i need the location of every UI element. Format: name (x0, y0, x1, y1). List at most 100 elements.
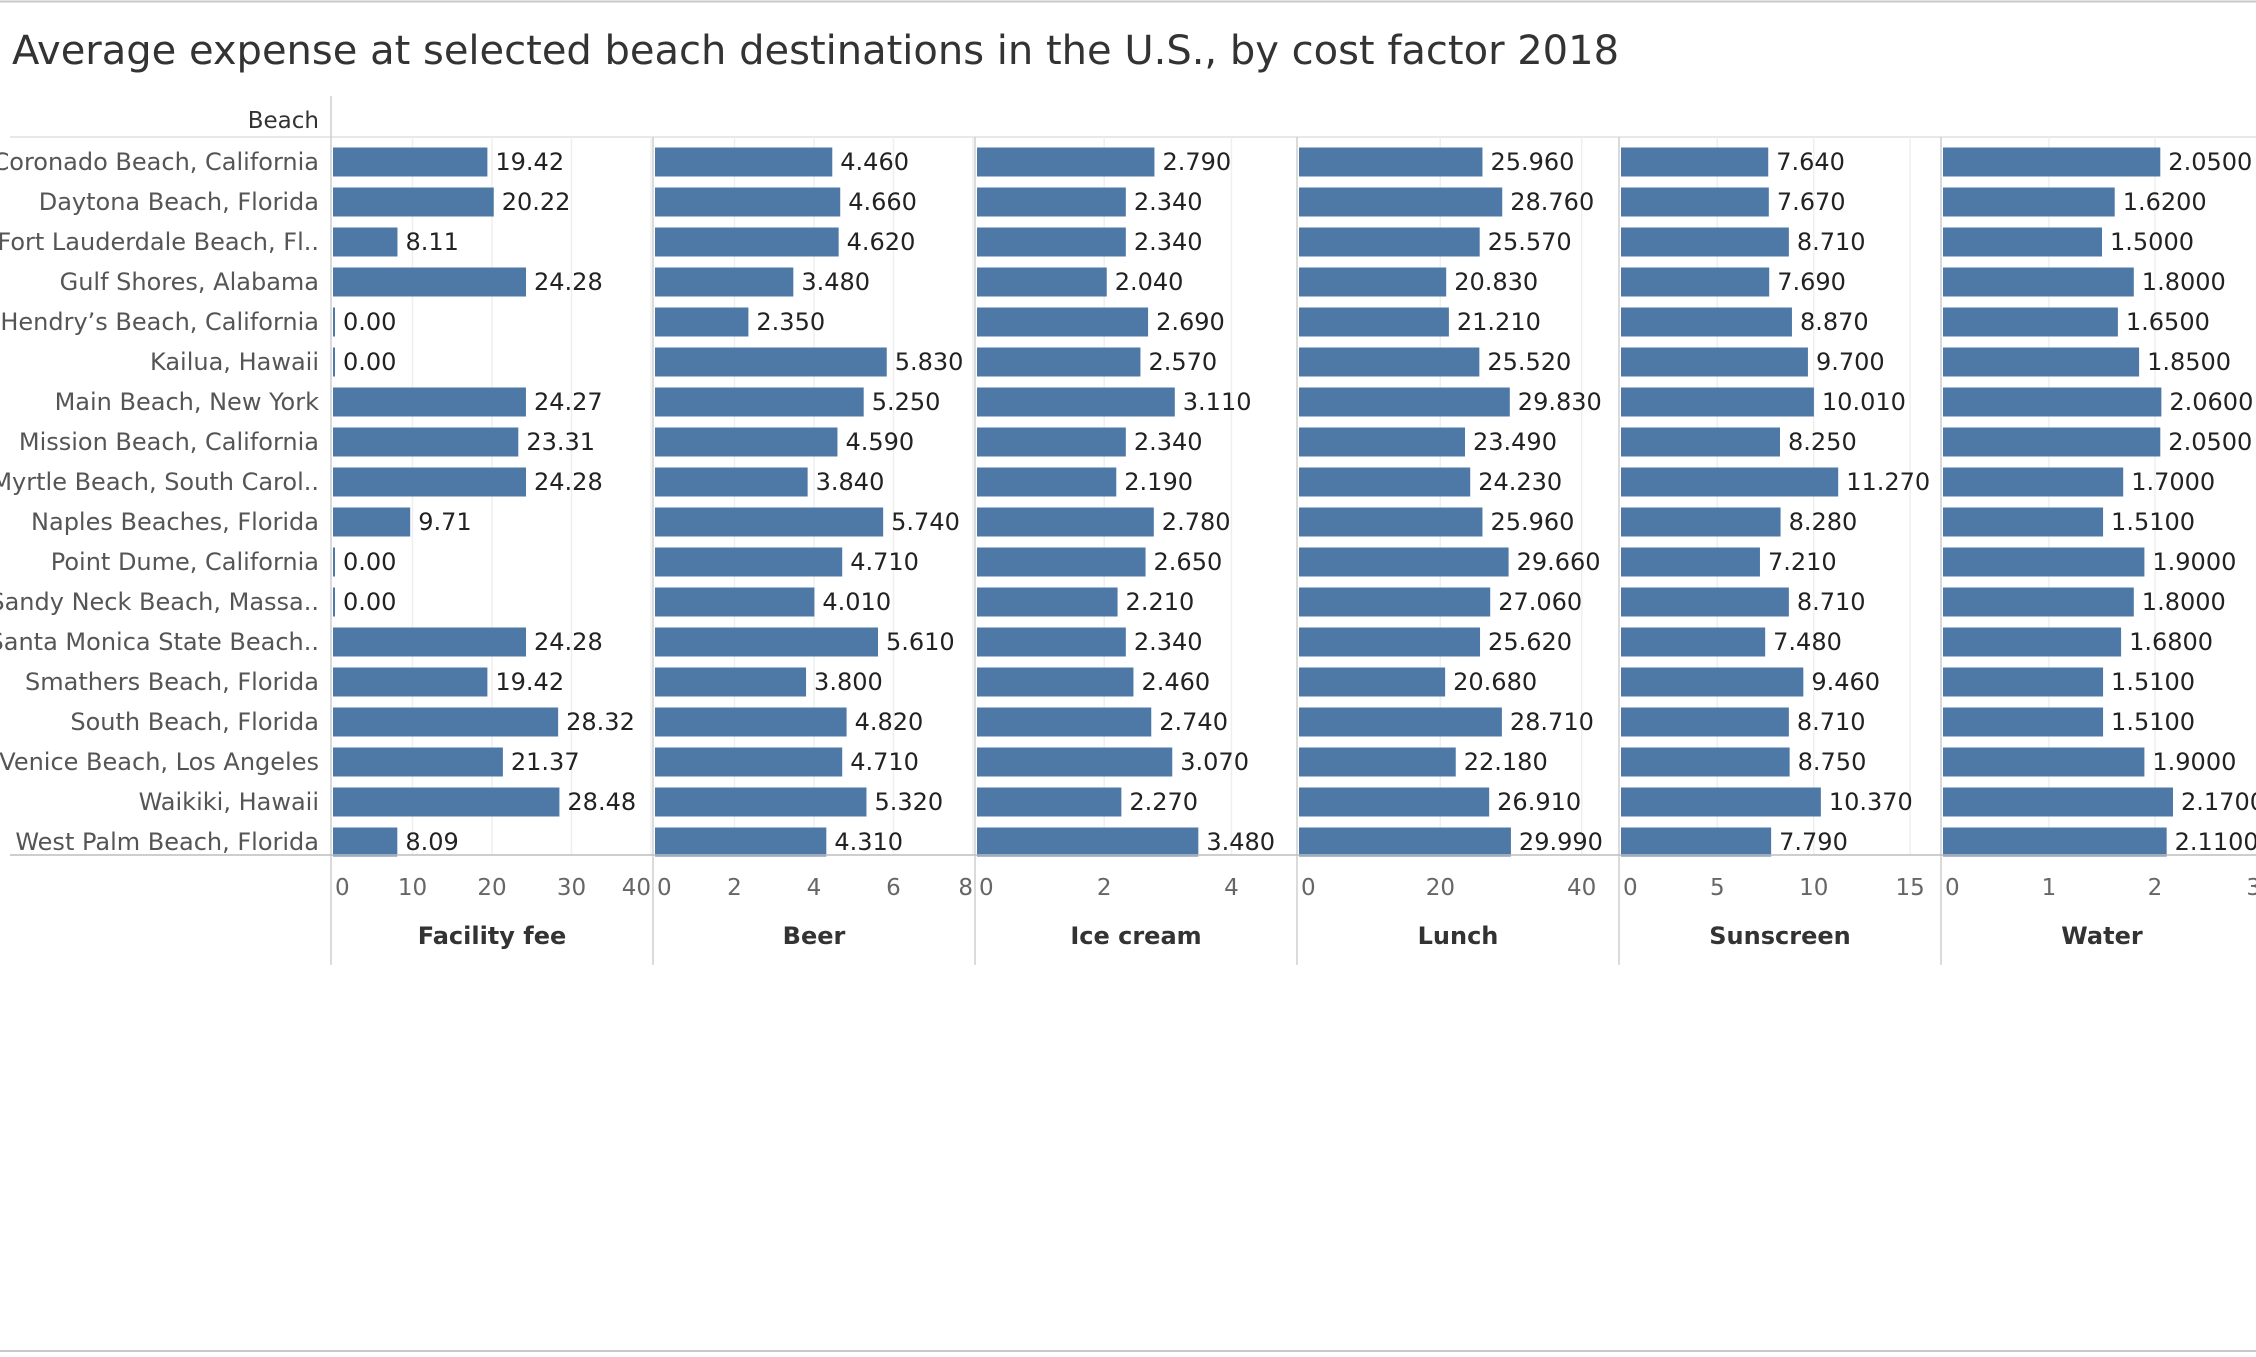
data-label: 1.5100 (2111, 668, 2195, 696)
bar (333, 747, 503, 777)
bar (655, 787, 867, 817)
bar (1299, 147, 1483, 177)
tick-label: 30 (557, 875, 586, 901)
bar (977, 347, 1141, 377)
data-label: 2.340 (1134, 228, 1203, 256)
tick-label: 4 (807, 875, 822, 901)
data-label: 2.0500 (2168, 428, 2252, 456)
category-label: Santa Monica State Beach.. (0, 628, 319, 656)
data-label: 1.8000 (2142, 268, 2226, 296)
bar (655, 707, 847, 737)
tick-label: 3 (2246, 875, 2256, 901)
bar (1943, 387, 2162, 417)
data-label: 28.48 (567, 788, 636, 816)
bar (977, 227, 1126, 257)
bar (1621, 827, 1772, 857)
bar (1299, 267, 1447, 297)
data-label: 24.28 (534, 628, 603, 656)
tick-label: 10 (398, 875, 427, 901)
bar (1621, 307, 1792, 337)
bar (977, 307, 1149, 337)
data-label: 10.370 (1829, 788, 1913, 816)
data-label: 28.32 (566, 708, 635, 736)
data-label: 2.460 (1141, 668, 1210, 696)
data-label: 4.310 (834, 828, 903, 856)
bar (655, 747, 843, 777)
bar (977, 147, 1155, 177)
axis-title-5: Water (2061, 922, 2143, 950)
bar (1621, 787, 1821, 817)
category-label: Venice Beach, Los Angeles (0, 748, 319, 776)
data-label: 2.350 (756, 308, 825, 336)
data-label: 4.710 (850, 548, 919, 576)
data-label: 2.270 (1129, 788, 1198, 816)
data-label: 4.710 (850, 748, 919, 776)
data-label: 1.8500 (2147, 348, 2231, 376)
bar (1621, 507, 1781, 537)
bar (333, 827, 398, 857)
data-label: 19.42 (495, 668, 564, 696)
data-label: 2.0600 (2169, 388, 2253, 416)
data-label: 3.840 (816, 468, 885, 496)
tick-label: 15 (1895, 875, 1924, 901)
data-label: 27.060 (1498, 588, 1582, 616)
axis-title-2: Ice cream (1070, 922, 1201, 950)
bar (655, 667, 807, 697)
data-label: 8.710 (1797, 228, 1866, 256)
data-label: 2.210 (1126, 588, 1195, 616)
bar (1299, 227, 1480, 257)
bar (1943, 467, 2124, 497)
data-label: 2.190 (1124, 468, 1193, 496)
bar (1299, 747, 1456, 777)
bar (1621, 667, 1804, 697)
bar (333, 667, 488, 697)
tick-label: 0 (979, 875, 994, 901)
bar (1943, 587, 2134, 617)
data-label: 23.490 (1473, 428, 1557, 456)
bar (1943, 227, 2102, 257)
data-label: 1.7000 (2131, 468, 2215, 496)
tick-label: 6 (886, 875, 901, 901)
data-label: 2.650 (1154, 548, 1223, 576)
category-label: Waikiki, Hawaii (139, 788, 319, 816)
bar (1299, 347, 1480, 377)
bar (1621, 707, 1789, 737)
bar (655, 427, 838, 457)
category-label: Smathers Beach, Florida (25, 668, 319, 696)
data-label: 2.740 (1159, 708, 1228, 736)
data-label: 8.750 (1798, 748, 1867, 776)
data-label: 4.460 (840, 148, 909, 176)
bar (655, 347, 887, 377)
bar (1943, 667, 2104, 697)
category-label: Sandy Neck Beach, Massa.. (0, 588, 319, 616)
bar (333, 627, 527, 657)
bar (977, 827, 1199, 857)
data-label: 3.480 (1206, 828, 1275, 856)
data-label: 21.210 (1457, 308, 1541, 336)
data-label: 29.990 (1519, 828, 1603, 856)
data-label: 29.830 (1518, 388, 1602, 416)
data-label: 2.780 (1162, 508, 1231, 536)
data-label: 8.11 (405, 228, 458, 256)
data-label: 1.6800 (2129, 628, 2213, 656)
data-label: 24.28 (534, 268, 603, 296)
bar (977, 787, 1122, 817)
data-label: 5.320 (874, 788, 943, 816)
data-label: 4.010 (822, 588, 891, 616)
data-label: 1.5100 (2111, 508, 2195, 536)
data-label: 2.790 (1162, 148, 1231, 176)
bar (1299, 707, 1502, 737)
bar (1299, 667, 1446, 697)
bar (977, 667, 1134, 697)
category-label: Naples Beaches, Florida (31, 508, 319, 536)
bar (1299, 507, 1483, 537)
data-label: 25.960 (1490, 148, 1574, 176)
bar (1299, 467, 1471, 497)
tick-label: 20 (1426, 875, 1455, 901)
data-label: 2.1100 (2175, 828, 2256, 856)
category-label: Point Dume, California (51, 548, 319, 576)
bar (333, 707, 559, 737)
bar (1621, 627, 1766, 657)
data-label: 2.690 (1156, 308, 1225, 336)
